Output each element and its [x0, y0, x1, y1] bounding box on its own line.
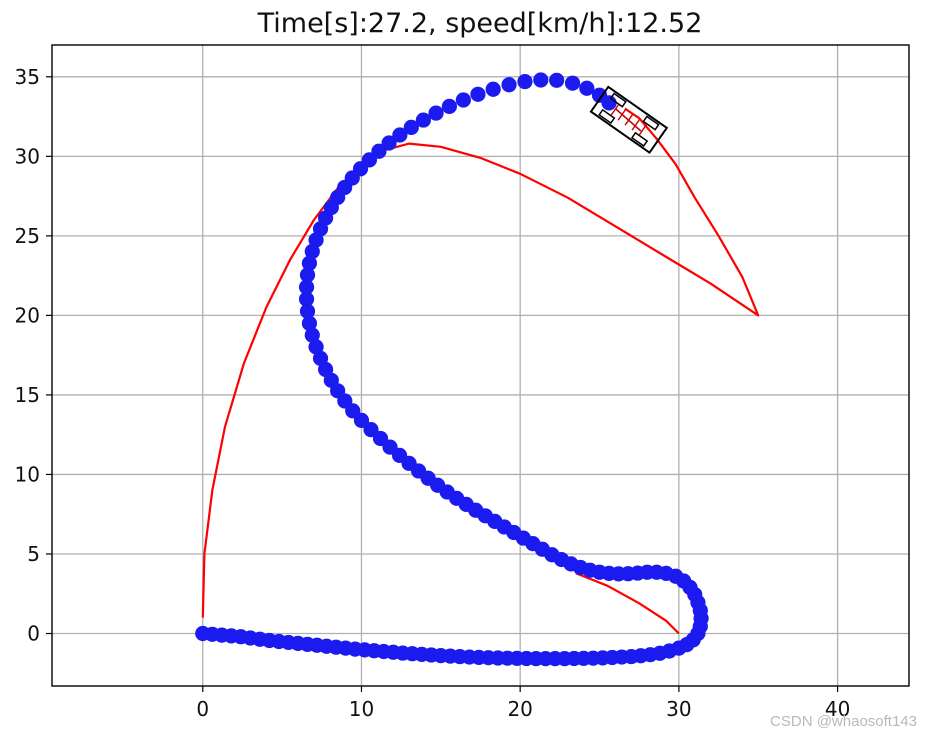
vehicle-wheel: [598, 108, 616, 125]
axis-ticks: 0 10 20 30 40 0 5 10 15 20 25 30 35: [15, 65, 851, 721]
trajectory-point: [299, 303, 316, 319]
trajectory-point: [428, 105, 444, 121]
grid-lines: [52, 45, 909, 686]
plot-area: [195, 72, 760, 667]
axes-frame: [51, 44, 910, 687]
trajectory-point: [533, 72, 549, 88]
vehicle-wheel: [609, 92, 627, 108]
reference-path-line: [575, 572, 680, 635]
vehicle-wheel: [630, 131, 649, 148]
vehicle-marker: [638, 123, 648, 136]
trajectory-point: [455, 92, 471, 108]
x-tick-label: 0: [196, 697, 209, 721]
y-tick-label: 15: [15, 383, 40, 407]
trajectory-point: [299, 267, 316, 283]
reference-path-line: [201, 107, 760, 618]
trajectory-point: [301, 255, 318, 271]
y-tick-label: 25: [15, 224, 40, 248]
chart-title: Time[s]:27.2, speed[km/h]:12.52: [257, 8, 703, 39]
trajectory-point: [298, 291, 315, 307]
x-tick-label: 30: [666, 697, 691, 721]
trajectory-point: [403, 119, 419, 135]
trajectory-point: [304, 243, 320, 260]
trajectory-point: [485, 81, 501, 97]
trajectory-point: [372, 430, 389, 447]
trajectory-point: [301, 315, 318, 331]
y-tick-label: 30: [15, 144, 40, 168]
trajectory-point: [501, 77, 517, 93]
trajectory-point: [579, 80, 595, 96]
y-tick-label: 5: [27, 542, 40, 566]
trajectory-point: [308, 339, 324, 355]
x-tick-label: 20: [507, 697, 532, 721]
x-tick-label: 40: [825, 697, 850, 721]
y-tick-label: 0: [27, 622, 40, 646]
trajectory-point: [415, 112, 431, 128]
vehicle-wheel: [642, 115, 660, 131]
vehicle-marker: [610, 104, 620, 116]
trajectory-point: [312, 350, 329, 366]
trajectory-point: [392, 127, 408, 143]
trajectory-point: [381, 135, 397, 151]
y-tick-label: 20: [15, 303, 40, 327]
trajectory-point: [564, 75, 581, 91]
watermark-text: CSDN @whaosoft143: [770, 713, 917, 730]
trajectory-point: [517, 73, 533, 90]
vehicle-body: [589, 85, 669, 155]
y-tick-label: 10: [15, 462, 40, 486]
y-tick-label: 35: [15, 65, 40, 89]
trajectory-point: [549, 72, 565, 88]
trajectory-point: [363, 422, 379, 438]
trajectory-point: [601, 95, 617, 111]
trajectory-point: [470, 86, 486, 102]
trajectory-point: [371, 143, 387, 159]
vehicle-track-line: [614, 108, 642, 132]
vehicle-box: [589, 85, 669, 155]
vehicle-marker: [631, 118, 641, 131]
trajectory-point: [441, 98, 457, 114]
trajectory-point: [298, 279, 315, 295]
trajectory-point: [304, 327, 320, 343]
x-tick-label: 10: [349, 697, 374, 721]
